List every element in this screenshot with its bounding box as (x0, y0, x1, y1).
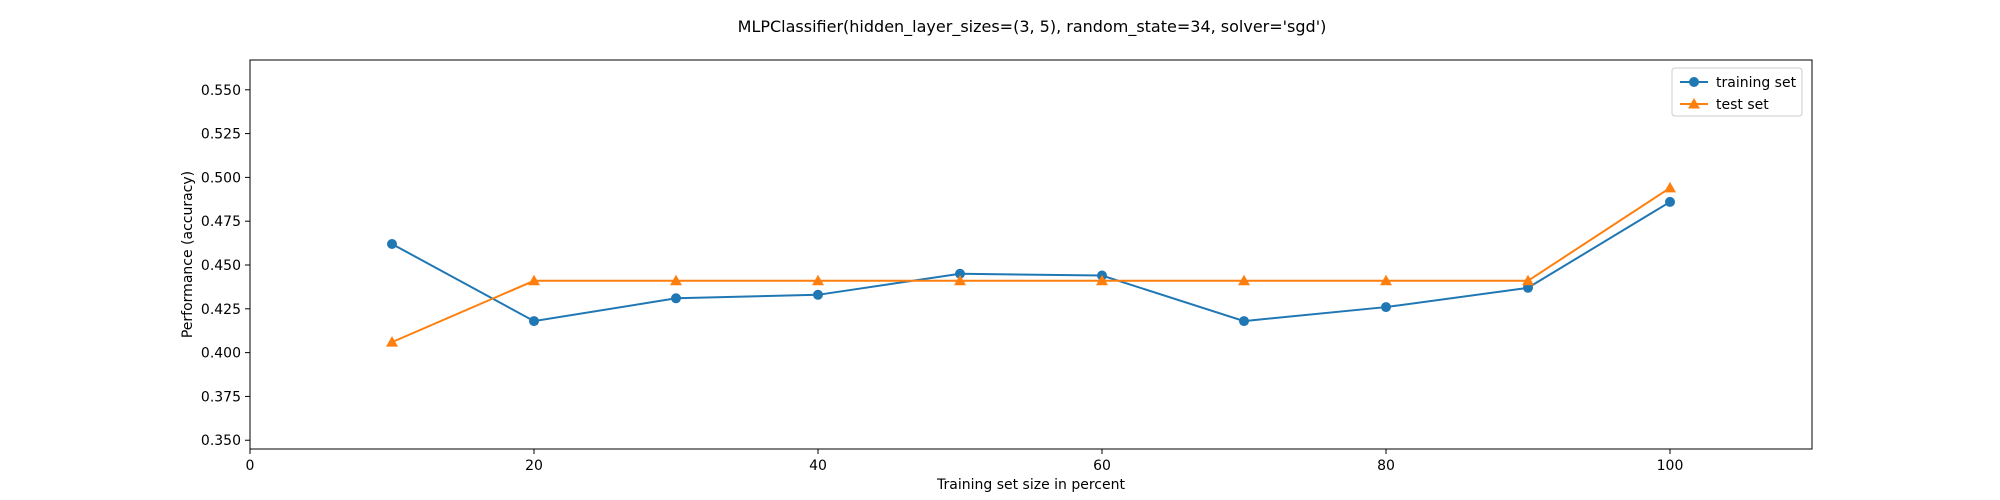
series-2-point (1096, 274, 1108, 286)
y-axis: 0.350 0.375 0.400 0.425 0.450 0.475 0.500 0.525… (201, 83, 250, 449)
y-tick-label: 0.500 (201, 170, 241, 186)
legend-marker-2 (1688, 98, 1700, 109)
y-tick-label: 0.400 (201, 346, 241, 362)
y-tick-label: 0.450 (201, 258, 241, 274)
series-2-point (1238, 274, 1250, 286)
y-tick-label: 0.375 (201, 389, 241, 405)
x-tick-label: 0 (246, 458, 255, 474)
series-1-point (813, 289, 823, 300)
series-1-point (1665, 196, 1675, 207)
series-layer (386, 181, 1676, 347)
series-2-point (1380, 274, 1392, 286)
y-tick-label: 0.425 (201, 302, 241, 318)
series-line-2 (391, 187, 1671, 344)
chart-title: MLPClassifier(hidden_layer_sizes=(3, 5),… (738, 17, 1327, 37)
series-1-point (1239, 316, 1249, 327)
legend-label-1: training set (1716, 75, 1797, 91)
series-2-point (1664, 181, 1676, 193)
x-axis-label: Training set size in percent (936, 477, 1125, 493)
series-1-point (671, 293, 681, 304)
series-2-point (386, 336, 398, 347)
series-2-point (812, 274, 824, 286)
series-1-point (529, 316, 539, 327)
x-tick-label: 20 (525, 458, 543, 474)
legend-label-2: test set (1716, 97, 1769, 113)
series-1-point (955, 268, 965, 279)
series-2-point (954, 274, 966, 286)
legend: training set test set (1671, 67, 1803, 117)
x-tick-label: 40 (809, 458, 827, 474)
series-1-point (1523, 282, 1533, 293)
plot-frame (249, 59, 1813, 450)
y-axis-label: Performance (accuracy) (180, 171, 196, 338)
series-2-point (1522, 274, 1534, 286)
series-line-1 (391, 201, 1671, 323)
y-tick-label: 0.525 (201, 127, 241, 143)
series-1-point (1381, 302, 1391, 313)
x-tick-label: 100 (1657, 458, 1684, 474)
series-2-point (670, 274, 682, 286)
series-1-point (387, 238, 397, 249)
series-2-point (528, 274, 540, 286)
x-tick-label: 80 (1377, 458, 1395, 474)
y-tick-label: 0.475 (201, 214, 241, 230)
legend-marker-1 (1689, 77, 1699, 87)
y-tick-label: 0.350 (201, 433, 241, 449)
y-tick-label: 0.550 (201, 83, 241, 99)
x-axis: 0 20 40 60 80 100 (246, 449, 1684, 474)
x-tick-label: 60 (1093, 458, 1111, 474)
